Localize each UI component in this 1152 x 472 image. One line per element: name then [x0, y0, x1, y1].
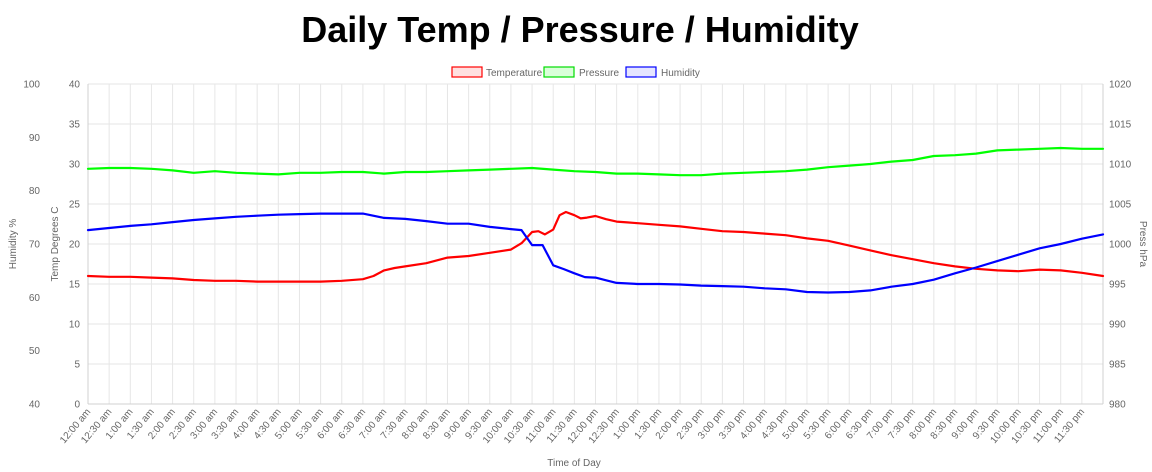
series-line-pressure [86, 146, 1105, 177]
temperature-tick-label: 35 [69, 120, 81, 131]
legend-label-temperature: Temperature [486, 68, 543, 79]
grid-lines [87, 83, 1104, 405]
pressure-tick-label: 985 [1109, 360, 1126, 371]
legend-swatch-temperature [451, 66, 483, 78]
pressure-tick-label: 995 [1109, 280, 1126, 291]
pressure-tick-label: 1010 [1109, 160, 1132, 171]
legend-item-humidity[interactable]: Humidity [625, 66, 700, 79]
temperature-tick-label: 20 [69, 240, 81, 251]
humidity-tick-label: 60 [29, 293, 41, 304]
legend[interactable]: Temperature Pressure Humidity [451, 66, 700, 79]
series-line-temperature [86, 210, 1105, 283]
temperature-tick-label: 25 [69, 200, 81, 211]
humidity-tick-label: 100 [23, 80, 40, 91]
temperature-tick-label: 0 [74, 400, 80, 411]
legend-item-pressure[interactable]: Pressure [543, 66, 619, 79]
humidity-tick-label: 40 [29, 400, 41, 411]
temperature-tick-label: 10 [69, 320, 81, 331]
legend-item-temperature[interactable]: Temperature [451, 66, 543, 79]
pressure-tick-label: 1020 [1109, 80, 1132, 91]
pressure-tick-label: 1005 [1109, 200, 1132, 211]
legend-swatch-humidity [625, 66, 657, 78]
pressure-tick-label: 1000 [1109, 240, 1132, 251]
pressure-tick-label: 1015 [1109, 120, 1132, 131]
humidity-axis-title: Humidity % [8, 219, 19, 270]
legend-label-humidity: Humidity [661, 68, 700, 79]
series-line-humidity [86, 212, 1105, 294]
temperature-tick-label: 15 [69, 280, 81, 291]
series-lines [86, 146, 1105, 294]
legend-label-pressure: Pressure [579, 68, 619, 79]
humidity-tick-label: 80 [29, 186, 41, 197]
x-axis-title: Time of Day [547, 458, 601, 469]
temperature-tick-label: 30 [69, 160, 81, 171]
humidity-tick-label: 50 [29, 346, 41, 357]
legend-swatch-pressure [543, 66, 575, 78]
axes: 4050607080901000510152025303540980985990… [23, 80, 1131, 446]
pressure-axis-title: Press hPa [1137, 221, 1148, 268]
humidity-tick-label: 90 [29, 133, 41, 144]
chart-title: Daily Temp / Pressure / Humidity [301, 9, 859, 50]
humidity-tick-label: 70 [29, 240, 41, 251]
pressure-tick-label: 990 [1109, 320, 1126, 331]
temperature-tick-label: 5 [74, 360, 80, 371]
pressure-tick-label: 980 [1109, 400, 1126, 411]
temperature-tick-label: 40 [69, 80, 81, 91]
temperature-axis-title: Temp Degrees C [50, 206, 61, 281]
